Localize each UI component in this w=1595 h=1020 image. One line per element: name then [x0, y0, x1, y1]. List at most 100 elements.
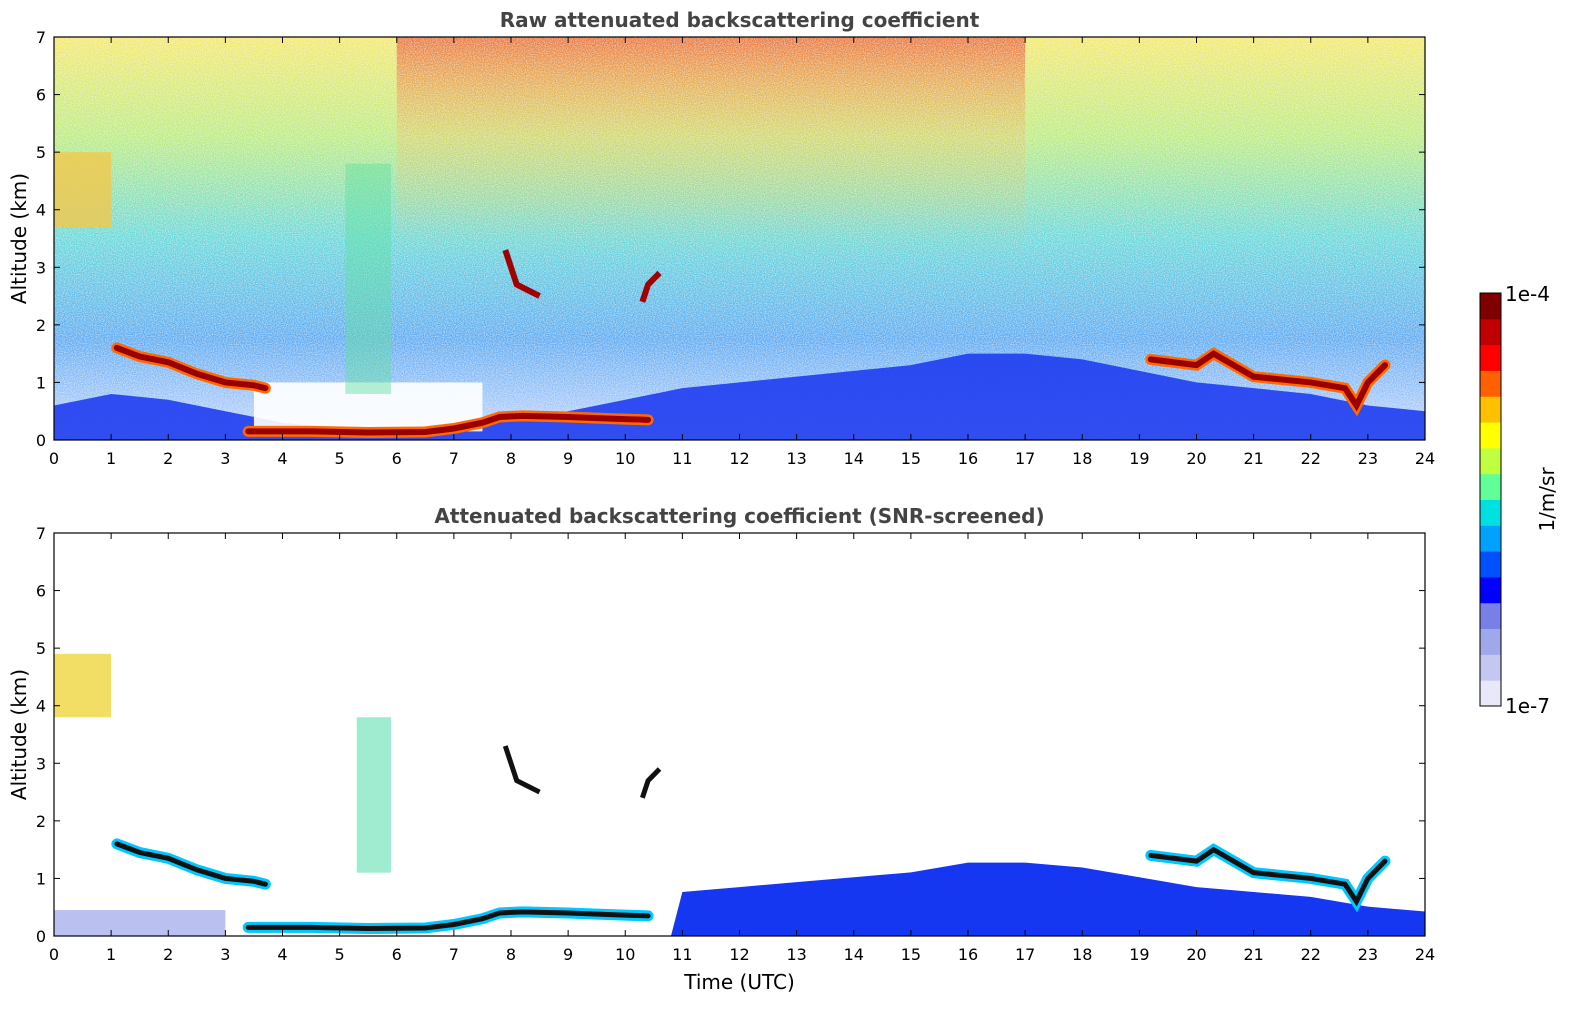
x-tick-label: 6 — [392, 945, 402, 964]
y-tick-label: 2 — [36, 316, 46, 335]
y-tick-label: 4 — [36, 201, 46, 220]
x-tick-label: 11 — [672, 945, 692, 964]
colorbar-min-label: 1e-7 — [1505, 694, 1550, 718]
screened-panel-title: Attenuated backscattering coefficient (S… — [434, 504, 1044, 528]
raw-backscatter-image — [54, 37, 1425, 440]
colorbar-swatch — [1480, 447, 1501, 475]
x-tick-label: 11 — [672, 449, 692, 468]
y-tick-label: 1 — [36, 373, 46, 392]
x-tick-label: 22 — [1301, 945, 1321, 964]
colorbar: 1e-4 1e-7 1/m/sr — [1479, 282, 1559, 718]
x-tick-label: 10 — [615, 449, 635, 468]
x-tick-label: 24 — [1415, 449, 1435, 468]
x-tick-label: 16 — [958, 449, 978, 468]
x-tick-label: 7 — [449, 449, 459, 468]
clear-region — [253, 382, 483, 432]
virga-region — [345, 163, 392, 394]
screened-background — [54, 533, 1425, 936]
colorbar-swatch — [1480, 628, 1501, 655]
cloud-layer — [113, 344, 269, 392]
x-tick-label: 8 — [506, 449, 516, 468]
x-tick-label: 0 — [49, 449, 59, 468]
cloud-layer — [1148, 846, 1388, 907]
x-tick-label: 23 — [1358, 945, 1378, 964]
y-tick-label: 5 — [36, 639, 46, 658]
x-tick-label: 13 — [786, 449, 806, 468]
colorbar-unit-label: 1/m/sr — [1535, 467, 1559, 532]
x-tick-label: 1 — [106, 449, 116, 468]
x-tick-label: 6 — [392, 449, 402, 468]
colorbar-swatch — [1480, 396, 1501, 423]
x-tick-label: 20 — [1186, 449, 1206, 468]
high-cloud — [502, 249, 541, 299]
x-tick-label: 2 — [163, 449, 173, 468]
x-tick-label: 16 — [958, 945, 978, 964]
colorbar-swatch — [1480, 602, 1501, 630]
cloud-layer — [1147, 350, 1389, 412]
x-tick-label: 19 — [1129, 449, 1149, 468]
screened-panel: Attenuated backscattering coefficient (S… — [7, 504, 1435, 994]
screened-y-axis-label: Altitude (km) — [7, 669, 31, 800]
colorbar-swatch — [1480, 654, 1501, 681]
colorbar-swatch — [1480, 499, 1501, 526]
colorbar-swatch — [1480, 473, 1501, 500]
speckle-overlay — [54, 37, 1425, 440]
x-tick-label: 22 — [1301, 449, 1321, 468]
raw-y-axis-label: Altitude (km) — [7, 173, 31, 304]
y-tick-label: 2 — [36, 812, 46, 831]
x-tick-label: 9 — [563, 449, 573, 468]
x-tick-label: 14 — [844, 449, 864, 468]
cloud-layer — [245, 412, 652, 436]
boundary-layer — [54, 353, 1425, 440]
aerosol-layer — [54, 653, 112, 718]
cloud-layer — [245, 909, 651, 932]
x-tick-label: 12 — [729, 449, 749, 468]
y-tick-label: 5 — [36, 143, 46, 162]
x-tick-label: 20 — [1186, 945, 1206, 964]
x-tick-label: 23 — [1358, 449, 1378, 468]
y-tick-label: 3 — [36, 258, 46, 277]
x-tick-label: 5 — [335, 449, 345, 468]
x-tick-label: 17 — [1015, 449, 1035, 468]
x-tick-label: 12 — [729, 945, 749, 964]
x-tick-label: 4 — [277, 449, 287, 468]
x-tick-label: 8 — [506, 945, 516, 964]
colorbar-swatch — [1480, 344, 1501, 371]
y-tick-label: 0 — [36, 927, 46, 946]
low-signal-region — [54, 910, 226, 936]
x-tick-label: 14 — [844, 945, 864, 964]
x-tick-label: 3 — [220, 945, 230, 964]
colorbar-swatch — [1480, 680, 1501, 707]
y-tick-label: 4 — [36, 697, 46, 716]
raw-x-axis: 0 1 2 3 4 5 6 7 8 9 10 11 12 13 14 15 16 17 18 19 20 21 22 23 24 — [49, 37, 1435, 468]
screened-y-axis: 0 1 2 3 4 5 6 7 — [36, 524, 1425, 946]
x-tick-label: 24 — [1415, 945, 1435, 964]
colorbar-max-label: 1e-4 — [1505, 282, 1550, 306]
x-tick-label: 13 — [786, 945, 806, 964]
aerosol-layer — [54, 152, 112, 227]
x-tick-label: 15 — [901, 449, 921, 468]
colorbar-swatch — [1480, 576, 1501, 604]
y-tick-label: 6 — [36, 582, 46, 601]
y-tick-label: 0 — [36, 431, 46, 450]
raw-y-axis: 0 1 2 3 4 5 6 7 — [36, 28, 1425, 450]
x-tick-label: 18 — [1072, 945, 1092, 964]
y-tick-label: 1 — [36, 869, 46, 888]
y-tick-label: 3 — [36, 754, 46, 773]
x-tick-label: 15 — [901, 945, 921, 964]
colorbar-scale — [1480, 293, 1501, 707]
colorbar-swatch — [1480, 525, 1501, 552]
colorbar-swatch — [1480, 422, 1501, 449]
colorbar-frame — [1479, 292, 1502, 707]
x-tick-label: 18 — [1072, 449, 1092, 468]
raw-panel-title: Raw attenuated backscattering coefficien… — [500, 8, 980, 32]
x-tick-label: 5 — [335, 945, 345, 964]
x-tick-label: 19 — [1129, 945, 1149, 964]
screened-backscatter-image — [54, 533, 1425, 936]
colorbar-swatch — [1480, 318, 1501, 346]
raw-panel: Raw attenuated backscattering coefficien… — [7, 8, 1435, 468]
colorbar-swatch — [1480, 370, 1501, 397]
x-tick-label: 21 — [1243, 449, 1263, 468]
x-tick-label: 2 — [163, 945, 173, 964]
